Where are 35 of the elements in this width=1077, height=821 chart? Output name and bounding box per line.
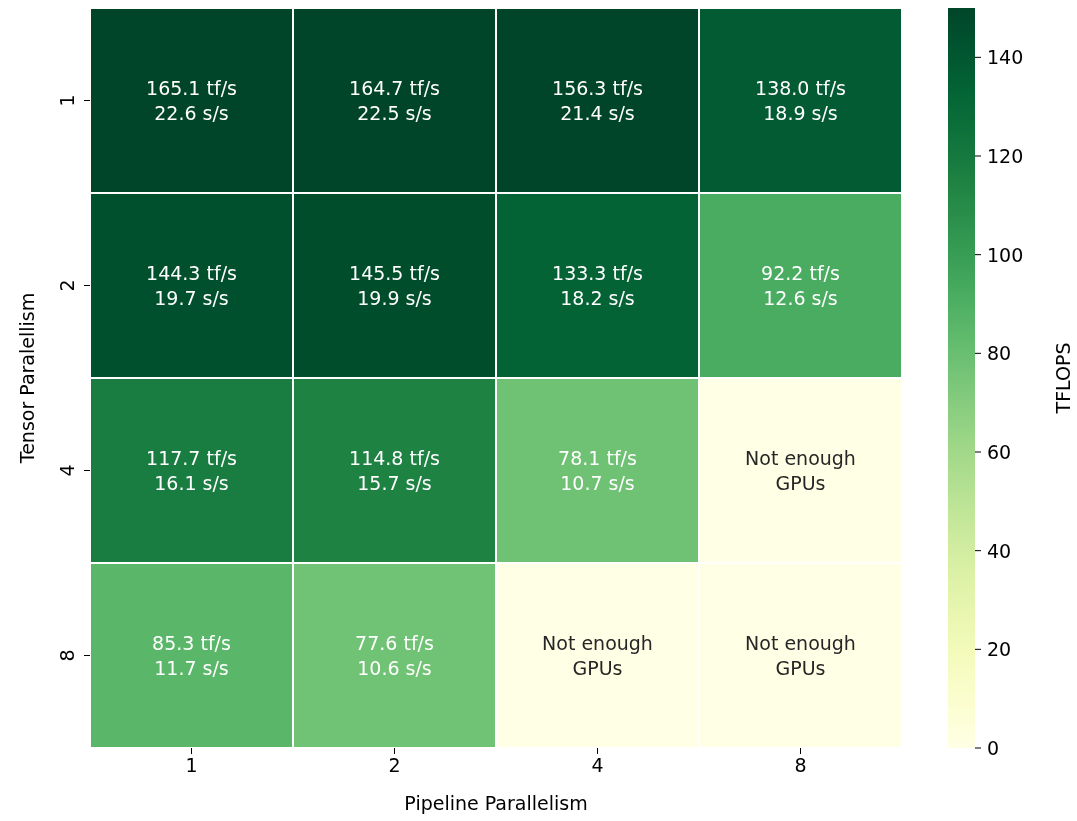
data-label: 156.3 tf/s 21.4 s/s bbox=[552, 77, 643, 124]
data-label: 114.8 tf/s 15.7 s/s bbox=[349, 447, 440, 494]
data-label: 144.3 tf/s 19.7 s/s bbox=[146, 262, 237, 309]
data-label: 165.1 tf/s 22.6 s/s bbox=[146, 77, 237, 124]
data-label: 133.3 tf/s 18.2 s/s bbox=[552, 262, 643, 309]
data-label: Not enough GPUs bbox=[542, 632, 653, 679]
x-tick-label: 1 bbox=[185, 754, 198, 776]
data-label: 85.3 tf/s 11.7 s/s bbox=[152, 632, 231, 679]
data-label: 78.1 tf/s 10.7 s/s bbox=[558, 447, 637, 494]
color-bar-label: 140 bbox=[987, 46, 1024, 69]
color-bar-label: 0 bbox=[987, 737, 1000, 759]
data-label: 92.2 tf/s 12.6 s/s bbox=[761, 262, 840, 309]
y-tick-label: 8 bbox=[56, 649, 78, 662]
data-label: 77.6 tf/s 10.6 s/s bbox=[355, 632, 434, 679]
x-tick-label: 8 bbox=[794, 754, 807, 776]
y-tick-label: 1 bbox=[56, 94, 78, 107]
y-tick-label: 2 bbox=[56, 279, 78, 292]
data-label: 145.5 tf/s 19.9 s/s bbox=[349, 262, 440, 309]
color-bar-label: 60 bbox=[987, 441, 1012, 463]
data-label: Not enough GPUs bbox=[745, 632, 856, 679]
color-bar-title: TFLOPS bbox=[1052, 342, 1074, 415]
y-tick-label: 4 bbox=[56, 464, 78, 477]
x-tick-label: 2 bbox=[388, 754, 401, 776]
data-label: 164.7 tf/s 22.5 s/s bbox=[349, 77, 440, 124]
x-tick-label: 4 bbox=[591, 754, 604, 776]
color-bar-label: 20 bbox=[987, 638, 1012, 661]
data-label: Not enough GPUs bbox=[745, 447, 856, 494]
color-bar-label: 40 bbox=[987, 539, 1012, 562]
color-bar-label: 120 bbox=[987, 145, 1024, 167]
color-bar-label: 80 bbox=[987, 342, 1012, 365]
data-label: 138.0 tf/s 18.9 s/s bbox=[755, 77, 846, 124]
color-bar-label: 100 bbox=[987, 243, 1024, 266]
y-axis-title: Tensor Paralellism bbox=[16, 292, 38, 465]
x-axis-title: Pipeline Parallelism bbox=[404, 792, 588, 814]
data-label: 117.7 tf/s 16.1 s/s bbox=[146, 447, 237, 494]
